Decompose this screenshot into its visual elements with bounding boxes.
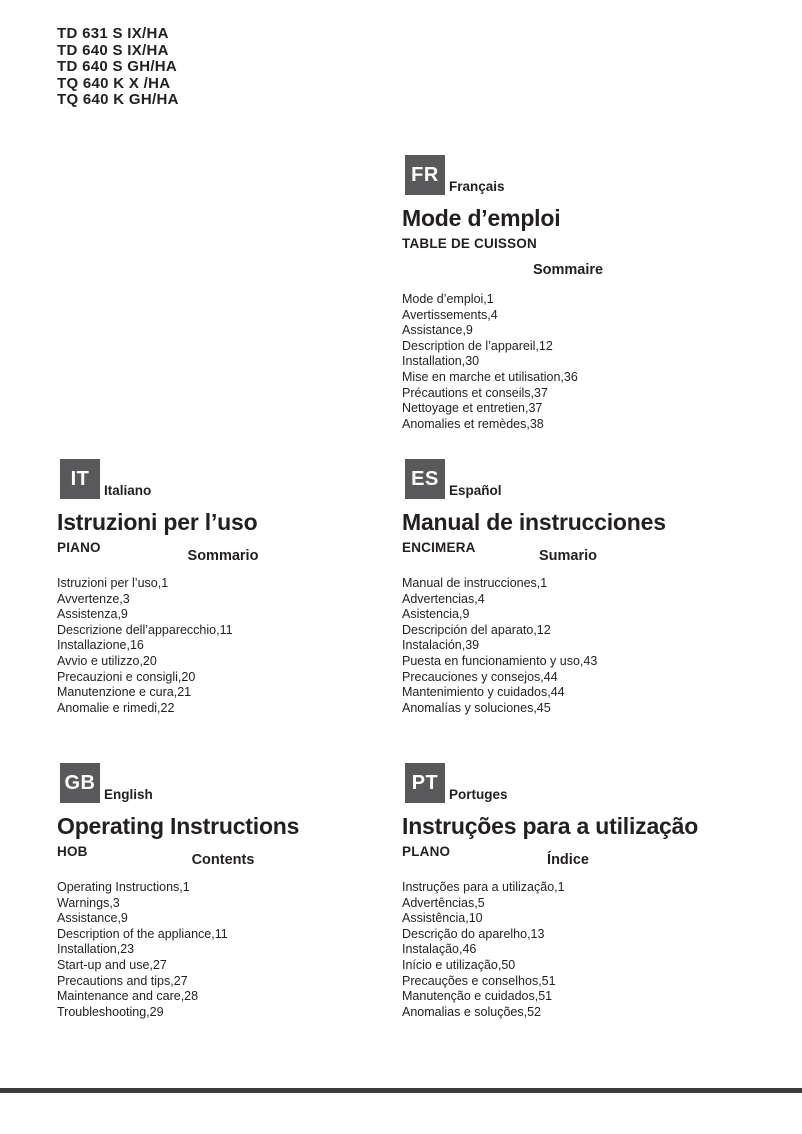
language-badge-es: ES (405, 459, 445, 499)
toc-item: Istruzioni per l’uso,1 (57, 576, 169, 590)
manual-title: Manual de instrucciones (402, 509, 666, 535)
contents-heading: Contents (191, 852, 255, 868)
toc-item: Início e utilização,50 (402, 957, 516, 972)
toc-item: Start-up and use,27 (57, 957, 167, 972)
toc-item: Assistência,10 (402, 911, 483, 926)
toc-item: Precauções e conselhos,51 (402, 973, 556, 988)
toc-item: Advertencias,4 (402, 591, 485, 606)
toc-item: Installation,30 (402, 354, 480, 369)
appliance-type-label: PLANO (402, 844, 451, 859)
toc-item: Operating Instructions,1 (57, 880, 190, 894)
model-number: TD 631 S IX/HA (57, 25, 169, 42)
toc-item: Nettoyage et entretien,37 (402, 401, 543, 416)
language-badge-gb: GB (60, 763, 100, 803)
toc-item: Descripción del aparato,12 (402, 622, 551, 637)
toc-item: Anomalías y soluciones,45 (402, 700, 551, 715)
toc-item: Description de l’appareil,12 (402, 338, 553, 353)
language-badge-it: IT (60, 459, 100, 499)
toc-item: Avvertenze,3 (57, 591, 130, 606)
toc-item: Descrizione dell’apparecchio,11 (57, 622, 233, 637)
toc-item: Precauzioni e consigli,20 (57, 669, 196, 684)
toc-item: Advertências,5 (402, 895, 485, 910)
toc-item: Précautions et conseils,37 (402, 385, 548, 400)
contents-heading: Sommario (187, 548, 259, 564)
toc-item: Installazione,16 (57, 638, 144, 653)
contents-heading: Índice (547, 852, 589, 868)
toc-item: Puesta en funcionamiento y uso,43 (402, 653, 598, 668)
section-french: FR Français Mode d’emploi TABLE DE CUISS… (402, 152, 747, 452)
language-badge-fr: FR (405, 155, 445, 195)
section-italian: IT Italiano Istruzioni per l’uso PIANO S… (57, 456, 402, 756)
toc-item: Manutenção e cuidados,51 (402, 989, 553, 1004)
toc-item: Manual de instrucciones,1 (402, 576, 548, 590)
appliance-type-label: TABLE DE CUISSON (402, 236, 537, 251)
toc-item: Avertissements,4 (402, 307, 498, 322)
toc-item: Description of the appliance,11 (57, 926, 228, 941)
language-label: Español (449, 483, 502, 498)
language-label: Portuges (449, 787, 508, 802)
toc-item: Descrição do aparelho,13 (402, 926, 545, 941)
toc-item: Warnings,3 (57, 895, 120, 910)
section-spanish: ES Español Manual de instrucciones ENCIM… (402, 456, 747, 756)
toc-item: Instalação,46 (402, 942, 477, 957)
contents-heading: Sommaire (532, 262, 604, 278)
appliance-type-label: HOB (57, 844, 88, 859)
contents-list: Istruzioni per l’uso,1 Avvertenze,3 Assist… (57, 576, 233, 716)
toc-item: Anomalies et remèdes,38 (402, 416, 544, 431)
language-label: English (104, 787, 153, 802)
toc-item: Mode d’emploi,1 (402, 292, 494, 306)
contents-list: Manual de instrucciones,1 Advertencias,4 A… (402, 576, 597, 716)
toc-item: Mantenimiento y cuidados,44 (402, 685, 565, 700)
toc-item: Assistance,9 (402, 323, 473, 338)
language-badge-pt: PT (405, 763, 445, 803)
toc-item: Precauciones y consejos,44 (402, 669, 558, 684)
contents-heading: Sumario (538, 548, 597, 564)
language-label: Italiano (104, 483, 152, 498)
toc-item: Anomalias e soluções,52 (402, 1004, 541, 1019)
toc-item: Precautions and tips,27 (57, 973, 188, 988)
contents-list: Instruções para a utilização,1 Advertênci… (402, 880, 565, 1020)
section-portuguese: PT Portuges Instruções para a utilização… (402, 760, 747, 1060)
appliance-type-label: PIANO (57, 540, 101, 555)
toc-item: Asistencia,9 (402, 607, 470, 622)
model-number: TD 640 S IX/HA (57, 41, 169, 59)
manual-title: Mode d’emploi (402, 205, 561, 231)
toc-item: Mise en marche et utilisation,36 (402, 369, 578, 384)
language-label: Français (449, 179, 505, 194)
toc-item: Assistance,9 (57, 911, 128, 926)
toc-item: Instruções para a utilização,1 (402, 880, 565, 894)
toc-item: Manutenzione e cura,21 (57, 685, 192, 700)
toc-item: Instalación,39 (402, 638, 480, 653)
toc-item: Installation,23 (57, 942, 135, 957)
manual-title: Instruções para a utilização (402, 813, 699, 839)
appliance-type-label: ENCIMERA (402, 540, 476, 555)
toc-item: Maintenance and care,28 (57, 989, 199, 1004)
contents-list: Operating Instructions,1 Warnings,3 Assist… (57, 880, 228, 1020)
manual-title: Istruzioni per l’uso (57, 509, 258, 535)
toc-item: Troubleshooting,29 (57, 1004, 164, 1019)
toc-item: Anomalie e rimedi,22 (57, 700, 175, 715)
model-number: TD 640 S GH/HA (57, 58, 178, 75)
model-number: TQ 640 K GH/HA (57, 91, 179, 108)
model-numbers: TD 631 S IX/HA TD 640 S IX/HA TD 640 S G… (57, 25, 179, 109)
manual-title: Operating Instructions (57, 813, 300, 839)
toc-item: Avvio e utilizzo,20 (57, 653, 157, 668)
toc-item: Assistenza,9 (57, 607, 128, 622)
section-english: GB English Operating Instructions HOB Co… (57, 760, 402, 1060)
model-number: TQ 640 K X /HA (57, 74, 171, 92)
footer-rule (0, 1088, 802, 1093)
contents-list: Mode d’emploi,1 Avertissements,4 Assistanc… (402, 292, 578, 432)
